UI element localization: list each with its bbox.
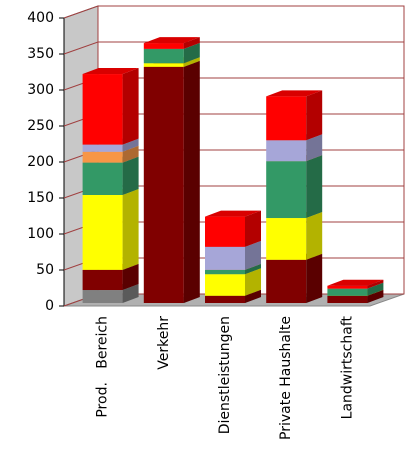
bar-segment: [327, 285, 368, 289]
x-tick-label: Dienstleistungen: [217, 316, 233, 434]
bar-segment: [143, 63, 184, 67]
bar-side: [183, 57, 200, 67]
x-tick-label: Prod. Bereich: [95, 316, 111, 418]
bar-side: [122, 138, 139, 152]
bar-segment: [205, 246, 245, 270]
bar-side: [122, 263, 139, 291]
bar-side: [122, 189, 139, 270]
bar-side: [122, 145, 139, 163]
bar-segment: [143, 43, 184, 49]
bar-segment: [205, 295, 245, 303]
y-tick-label: 300: [27, 82, 54, 98]
bar-segment: [82, 269, 123, 291]
bar-segment: [143, 48, 184, 64]
bar-segment: [266, 96, 307, 141]
y-tick-label: 0: [45, 298, 54, 314]
y-tick-label: 250: [27, 118, 54, 134]
grid-line: [63, 5, 404, 19]
y-tick-label: 400: [27, 10, 54, 26]
bar-side: [245, 289, 261, 303]
x-tick-label: Landwirtschaft: [339, 315, 355, 419]
bar-segment: [327, 288, 368, 296]
bar-side: [367, 282, 384, 296]
bar-segment: [82, 144, 123, 152]
bar-side: [122, 156, 139, 195]
bar-side: [183, 37, 200, 49]
grid-line: [63, 41, 404, 55]
bar-side: [245, 263, 261, 275]
bar-side: [306, 212, 323, 260]
bar-segment: [82, 195, 123, 270]
bar-segment: [205, 274, 245, 296]
bar-segment: [327, 295, 368, 303]
y-tick-label: 200: [27, 154, 54, 170]
bar-side: [183, 42, 200, 64]
bar-side: [367, 279, 384, 289]
bar-segment: [82, 74, 123, 145]
bar-side: [306, 253, 323, 303]
bar-segment: [205, 269, 245, 275]
bar-top: [327, 279, 384, 286]
bar-side: [122, 68, 139, 145]
bar-segment: [143, 66, 184, 303]
x-tick-label: Verkehr: [156, 316, 172, 370]
bar-side: [245, 268, 261, 296]
bar-side: [245, 210, 261, 247]
bar-side: [306, 155, 323, 219]
bar-segment: [82, 151, 123, 163]
bar-segment: [266, 218, 307, 260]
bar-top: [143, 37, 200, 44]
bar-segment: [266, 140, 307, 162]
bar-side: [245, 240, 261, 270]
bar-segment: [82, 290, 123, 303]
bar-segment: [205, 216, 245, 247]
bar-top: [266, 90, 323, 97]
bar-side: [306, 90, 323, 141]
y-tick-label: 350: [27, 46, 54, 62]
y-tick-label: 50: [36, 262, 54, 278]
bar-segment: [266, 161, 307, 219]
y-tick-label: 150: [27, 190, 54, 206]
bar-side: [306, 134, 323, 162]
bar-segment: [266, 259, 307, 303]
x-tick-label: Private Haushalte: [278, 316, 294, 440]
bar-side: [183, 60, 200, 304]
bar-segment: [82, 162, 123, 195]
y-tick-label: 100: [27, 226, 54, 242]
bar-top: [205, 210, 261, 217]
bar-side: [122, 284, 139, 303]
bar-top: [82, 68, 139, 75]
bar-side: [367, 289, 384, 303]
